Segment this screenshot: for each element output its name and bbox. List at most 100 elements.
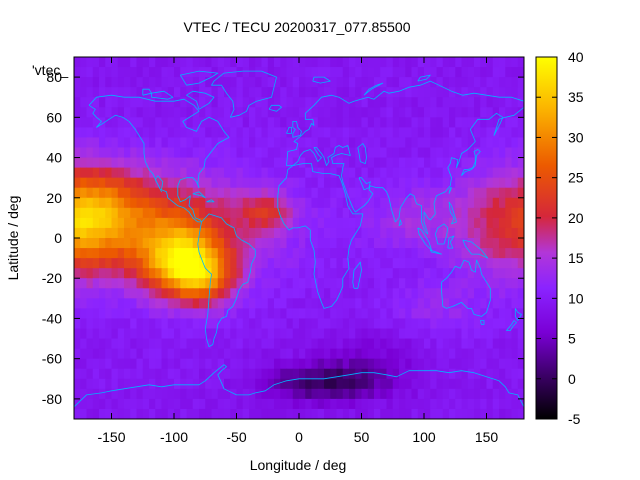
heat-cell <box>392 318 400 330</box>
heat-cell <box>474 258 481 269</box>
heat-cell <box>424 87 431 98</box>
heat-cell <box>167 378 175 390</box>
heat-cell <box>242 278 250 289</box>
heat-cell <box>230 97 238 108</box>
heat-cell <box>86 328 94 340</box>
heat-cell <box>161 398 169 410</box>
heat-cell <box>130 117 138 128</box>
heat-cell <box>261 157 269 169</box>
heat-cell <box>167 298 175 309</box>
heat-cell <box>267 338 275 350</box>
heat-cell <box>492 238 500 249</box>
heat-cell <box>380 258 388 269</box>
heat-cell <box>499 348 506 360</box>
heat-cell <box>267 57 275 68</box>
heat-cell <box>480 107 488 118</box>
heat-cell <box>105 308 113 320</box>
heat-cell <box>305 358 313 370</box>
heat-cell <box>324 207 331 219</box>
heat-cell <box>99 207 106 219</box>
heat-cell <box>449 298 456 309</box>
heat-cell <box>86 358 94 370</box>
heat-cell <box>230 127 238 139</box>
heat-cell <box>405 238 413 249</box>
heat-cell <box>417 227 425 239</box>
heat-cell <box>99 137 106 149</box>
heat-cell <box>180 87 188 98</box>
heat-cell <box>411 308 419 320</box>
heat-cell <box>361 77 369 88</box>
heat-cell <box>255 348 263 360</box>
heat-cell <box>286 227 294 239</box>
heat-cell <box>105 318 113 330</box>
heat-cell <box>386 107 394 118</box>
x-tick-label: 100 <box>412 429 436 445</box>
heat-cell <box>155 67 163 78</box>
heat-cell <box>161 197 169 209</box>
heat-cell <box>349 278 356 289</box>
heat-cell <box>224 398 231 410</box>
heat-cell <box>436 268 444 279</box>
heat-cell <box>242 147 250 159</box>
heat-cell <box>230 288 238 299</box>
heat-cell <box>167 197 175 209</box>
heat-cell <box>274 298 281 309</box>
heat-cell <box>80 398 88 410</box>
heat-cell <box>299 207 306 219</box>
heat-cell <box>374 258 381 269</box>
heat-cell <box>167 358 175 370</box>
heat-cell <box>286 368 294 380</box>
heat-cell <box>242 167 250 179</box>
heat-cell <box>80 127 88 139</box>
heat-cell <box>161 87 169 98</box>
heat-cell <box>311 298 319 309</box>
heat-cell <box>117 408 125 419</box>
heat-cell <box>386 77 394 88</box>
heat-cell <box>424 328 431 340</box>
heat-cell <box>261 217 269 229</box>
heat-cell <box>467 147 475 159</box>
heat-cell <box>292 167 300 179</box>
heat-cell <box>217 147 225 159</box>
heat-cell <box>124 137 131 149</box>
heat-cell <box>186 378 194 390</box>
heat-cell <box>199 348 206 360</box>
heat-cell <box>424 107 431 118</box>
heat-cell <box>186 268 194 279</box>
heat-cell <box>217 368 225 380</box>
heat-cell <box>405 348 413 360</box>
heat-cell <box>430 318 438 330</box>
heat-cell <box>517 67 524 78</box>
heat-cell <box>517 147 524 159</box>
heat-cell <box>511 368 519 380</box>
heat-cell <box>117 358 125 370</box>
heat-cell <box>267 147 275 159</box>
heat-cell <box>467 238 475 249</box>
heat-cell <box>374 358 381 370</box>
heat-cell <box>280 298 288 309</box>
heat-cell <box>255 77 263 88</box>
heat-cell <box>436 308 444 320</box>
heat-cell <box>130 258 138 269</box>
heat-cell <box>480 358 488 370</box>
heat-cell <box>324 368 331 380</box>
heat-cell <box>317 248 325 259</box>
heat-cell <box>336 298 344 309</box>
heat-cell <box>486 67 494 78</box>
heat-cell <box>505 107 513 118</box>
heat-cell <box>486 197 494 209</box>
heat-cell <box>480 368 488 380</box>
heat-cell <box>180 258 188 269</box>
heat-cell <box>99 147 106 159</box>
heat-cell <box>367 388 375 400</box>
heat-cell <box>342 408 350 419</box>
heat-cell <box>92 187 100 199</box>
heat-cell <box>149 298 156 309</box>
heat-cell <box>161 318 169 330</box>
heat-cell <box>324 97 331 108</box>
heat-cell <box>167 187 175 199</box>
heat-cell <box>399 147 406 159</box>
heat-cell <box>117 107 125 118</box>
heat-cell <box>111 67 119 78</box>
heat-cell <box>311 177 319 189</box>
